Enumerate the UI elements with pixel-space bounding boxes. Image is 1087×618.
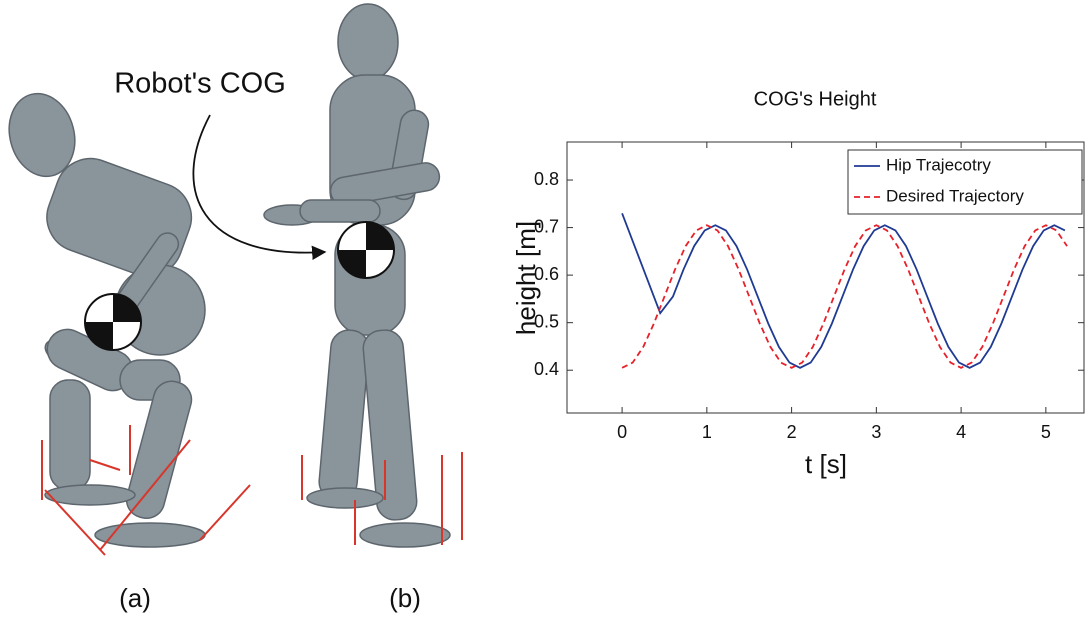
robot-a (0, 86, 250, 555)
line-series (622, 225, 1067, 368)
x-tick-label: 2 (787, 422, 797, 442)
robot-b (264, 4, 462, 547)
legend-label: Desired Trajectory (886, 186, 1024, 205)
y-tick-label: 0.6 (534, 264, 559, 284)
y-tick-label: 0.8 (534, 169, 559, 189)
x-tick-label: 4 (956, 422, 966, 442)
x-tick-label: 3 (871, 422, 881, 442)
x-tick-label: 1 (702, 422, 712, 442)
panel-label: (a) (119, 583, 151, 613)
y-tick-label: 0.4 (534, 359, 559, 379)
x-axis-label: t [s] (805, 449, 847, 479)
callout-arrow (193, 115, 325, 253)
y-tick-label: 0.7 (534, 216, 559, 236)
callout: Robot's COG (114, 68, 286, 100)
line-series (622, 213, 1065, 368)
panel-label: (b) (389, 583, 421, 613)
legend-label: Hip Trajecotry (886, 155, 991, 174)
y-tick-label: 0.5 (534, 311, 559, 331)
figure: Robot's COG (a) (b) COG's Height t [s] h… (0, 0, 1087, 618)
x-tick-label: 0 (617, 422, 627, 442)
x-tick-label: 5 (1041, 422, 1051, 442)
chart-title: COG's Height (754, 88, 877, 110)
plot: 0.4 0.5 0.6 0.7 0.8 0 1 2 3 4 5 Hip Trajecotry Desir… (534, 142, 1084, 442)
